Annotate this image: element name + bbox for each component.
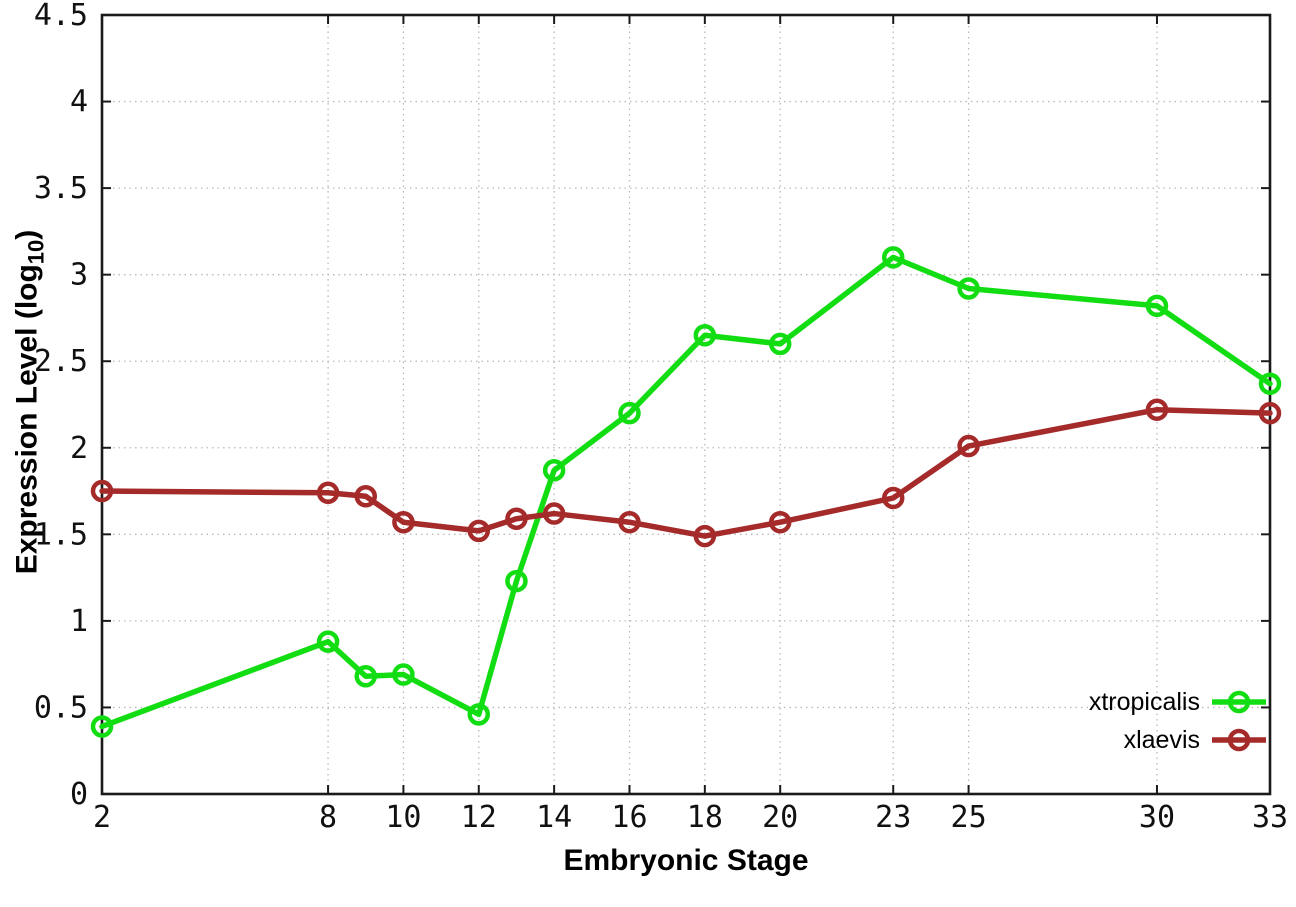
x-tick-label: 14 <box>536 800 572 835</box>
x-tick-label: 33 <box>1252 800 1288 835</box>
xtropicalis-line-circle-marker-icon <box>1212 690 1266 714</box>
data-point-xtropicalis <box>768 332 792 356</box>
y-tick-label: 2 <box>70 431 88 466</box>
y-tick-label: 3 <box>70 258 88 293</box>
x-tick-label: 23 <box>875 800 911 835</box>
x-tick-label: 12 <box>461 800 497 835</box>
data-point-xlaevis <box>881 486 905 510</box>
xlaevis-line-circle-marker-icon <box>1212 728 1266 752</box>
data-point-xlaevis <box>542 502 566 525</box>
series-line-xtropicalis <box>99 254 1273 730</box>
data-point-xlaevis <box>693 524 717 548</box>
data-point-xlaevis <box>768 510 792 534</box>
data-point-xtropicalis <box>618 401 641 425</box>
data-point-xtropicalis <box>693 324 717 347</box>
data-point-xtropicalis <box>392 663 415 686</box>
y-tick-label: 2.5 <box>34 344 88 379</box>
x-tick-label: 8 <box>319 800 337 835</box>
series-line-xlaevis <box>99 406 1273 539</box>
y-tick-label: 1 <box>70 604 88 639</box>
data-point-xlaevis <box>467 519 491 543</box>
x-tick-label: 2 <box>93 800 111 835</box>
legend-label-xtropicalis: xtropicalis <box>1088 687 1200 716</box>
data-point-xlaevis <box>316 481 340 505</box>
data-point-xtropicalis <box>354 665 377 688</box>
x-tick-label: 10 <box>385 800 421 835</box>
y-tick-label: 4.5 <box>34 0 88 33</box>
data-point-xtropicalis <box>505 569 528 593</box>
data-point-xtropicalis <box>542 459 566 482</box>
x-tick-label: 20 <box>762 800 798 835</box>
y-axis-title-suffix: ) <box>10 229 44 240</box>
legend-label-xlaevis: xlaevis <box>1123 725 1200 754</box>
y-tick-label: 3.5 <box>34 171 88 206</box>
legend-item-xtropicalis: xtropicalis <box>1089 684 1268 720</box>
data-point-xtropicalis <box>316 630 340 653</box>
x-tick-label: 16 <box>611 800 647 835</box>
data-point-xlaevis <box>392 510 415 534</box>
data-point-xlaevis <box>1145 398 1169 421</box>
x-axis-title: Embryonic Stage <box>563 844 809 877</box>
y-tick-label: 4 <box>70 85 88 120</box>
data-point-xlaevis <box>354 484 377 508</box>
x-tick-label: 30 <box>1139 800 1175 835</box>
data-point-xtropicalis <box>1145 294 1169 318</box>
x-tick-label: 18 <box>687 800 723 835</box>
y-axis-title-subscript: 10 <box>23 239 49 265</box>
data-point-xlaevis <box>90 479 114 503</box>
y-tick-label: 1.5 <box>34 517 88 552</box>
data-point-xlaevis <box>505 507 528 531</box>
data-point-xtropicalis <box>467 703 491 726</box>
y-tick-label: 0 <box>70 777 88 812</box>
data-point-xlaevis <box>957 434 980 458</box>
data-point-xtropicalis <box>881 246 905 269</box>
legend-item-xlaevis: xlaevis <box>1124 722 1268 758</box>
x-tick-label: 25 <box>951 800 987 835</box>
y-axis-title: Expression Level (log10) <box>11 230 50 575</box>
data-point-xtropicalis <box>90 715 114 738</box>
y-tick-label: 0.5 <box>34 690 88 725</box>
data-point-xlaevis <box>618 510 641 534</box>
legend: xtropicalis xlaevis <box>1089 684 1268 758</box>
data-point-xtropicalis <box>957 277 980 300</box>
data-point-xlaevis <box>1258 401 1282 425</box>
y-axis-title-text: Expression Level (log <box>10 264 44 575</box>
data-point-xtropicalis <box>1258 372 1282 395</box>
